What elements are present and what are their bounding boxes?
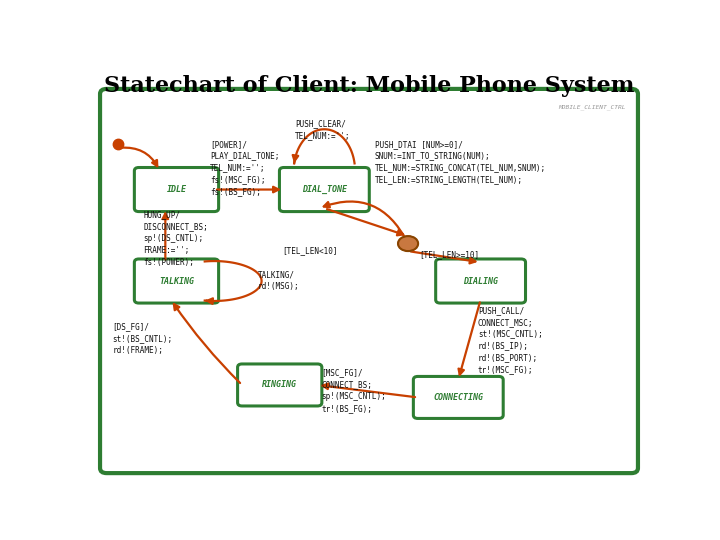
Text: IDLE: IDLE — [166, 185, 186, 194]
Text: DIAL_TONE: DIAL_TONE — [302, 185, 347, 194]
Text: Statechart of Client: Mobile Phone System: Statechart of Client: Mobile Phone Syste… — [104, 75, 634, 97]
FancyBboxPatch shape — [135, 167, 219, 212]
Text: TALKING: TALKING — [159, 276, 194, 286]
Text: [TEL_LEN<10]: [TEL_LEN<10] — [283, 246, 338, 255]
Text: DIALING: DIALING — [463, 276, 498, 286]
Text: RINGING: RINGING — [262, 381, 297, 389]
Text: HUNG_UP/
DISCONNECT_BS;
sp!(DS_CNTL);
FRAME:='';
fs!(POWER);: HUNG_UP/ DISCONNECT_BS; sp!(DS_CNTL); FR… — [143, 210, 208, 267]
FancyBboxPatch shape — [135, 259, 219, 303]
Text: PUSH_DTAI [NUM>=0]/
SNUM:=INT_TO_STRING(NUM);
TEL_NUM:=STRING_CONCAT(TEL_NUM,SNU: PUSH_DTAI [NUM>=0]/ SNUM:=INT_TO_STRING(… — [374, 140, 546, 184]
FancyBboxPatch shape — [238, 364, 322, 406]
Text: PUSH_CLEAR/
TEL_NUM:='';: PUSH_CLEAR/ TEL_NUM:=''; — [295, 119, 351, 140]
Text: [DS_FG]/
st!(BS_CNTL);
rd!(FRAME);: [DS_FG]/ st!(BS_CNTL); rd!(FRAME); — [112, 322, 173, 355]
Text: [POWER]/
PLAY_DIAL_TONE;
TEL_NUM:='';
fs!(MSC_FG);
fs!(BS_FG);: [POWER]/ PLAY_DIAL_TONE; TEL_NUM:=''; fs… — [210, 140, 279, 196]
Circle shape — [398, 236, 418, 251]
Text: [MSC_FG]/
CONNECT_BS;
sp!(MSC_CNTL);
tr!(BS_FG);: [MSC_FG]/ CONNECT_BS; sp!(MSC_CNTL); tr!… — [322, 368, 387, 413]
FancyBboxPatch shape — [413, 376, 503, 419]
FancyBboxPatch shape — [279, 167, 369, 212]
Text: [TEL_LEN>=10]: [TEL_LEN>=10] — [419, 250, 480, 259]
Text: PUSH_CALL/
CONNECT_MSC;
st!(MSC_CNTL);
rd!(BS_IP);
rd!(BS_PORT);
tr!(MSC_FG);: PUSH_CALL/ CONNECT_MSC; st!(MSC_CNTL); r… — [478, 306, 543, 374]
FancyBboxPatch shape — [436, 259, 526, 303]
Text: TALKING/
rd!(MSG);: TALKING/ rd!(MSG); — [258, 271, 299, 292]
Text: CONNECTING: CONNECTING — [433, 393, 483, 402]
Text: MOBILE_CLIENT_CTRL: MOBILE_CLIENT_CTRL — [558, 104, 626, 110]
